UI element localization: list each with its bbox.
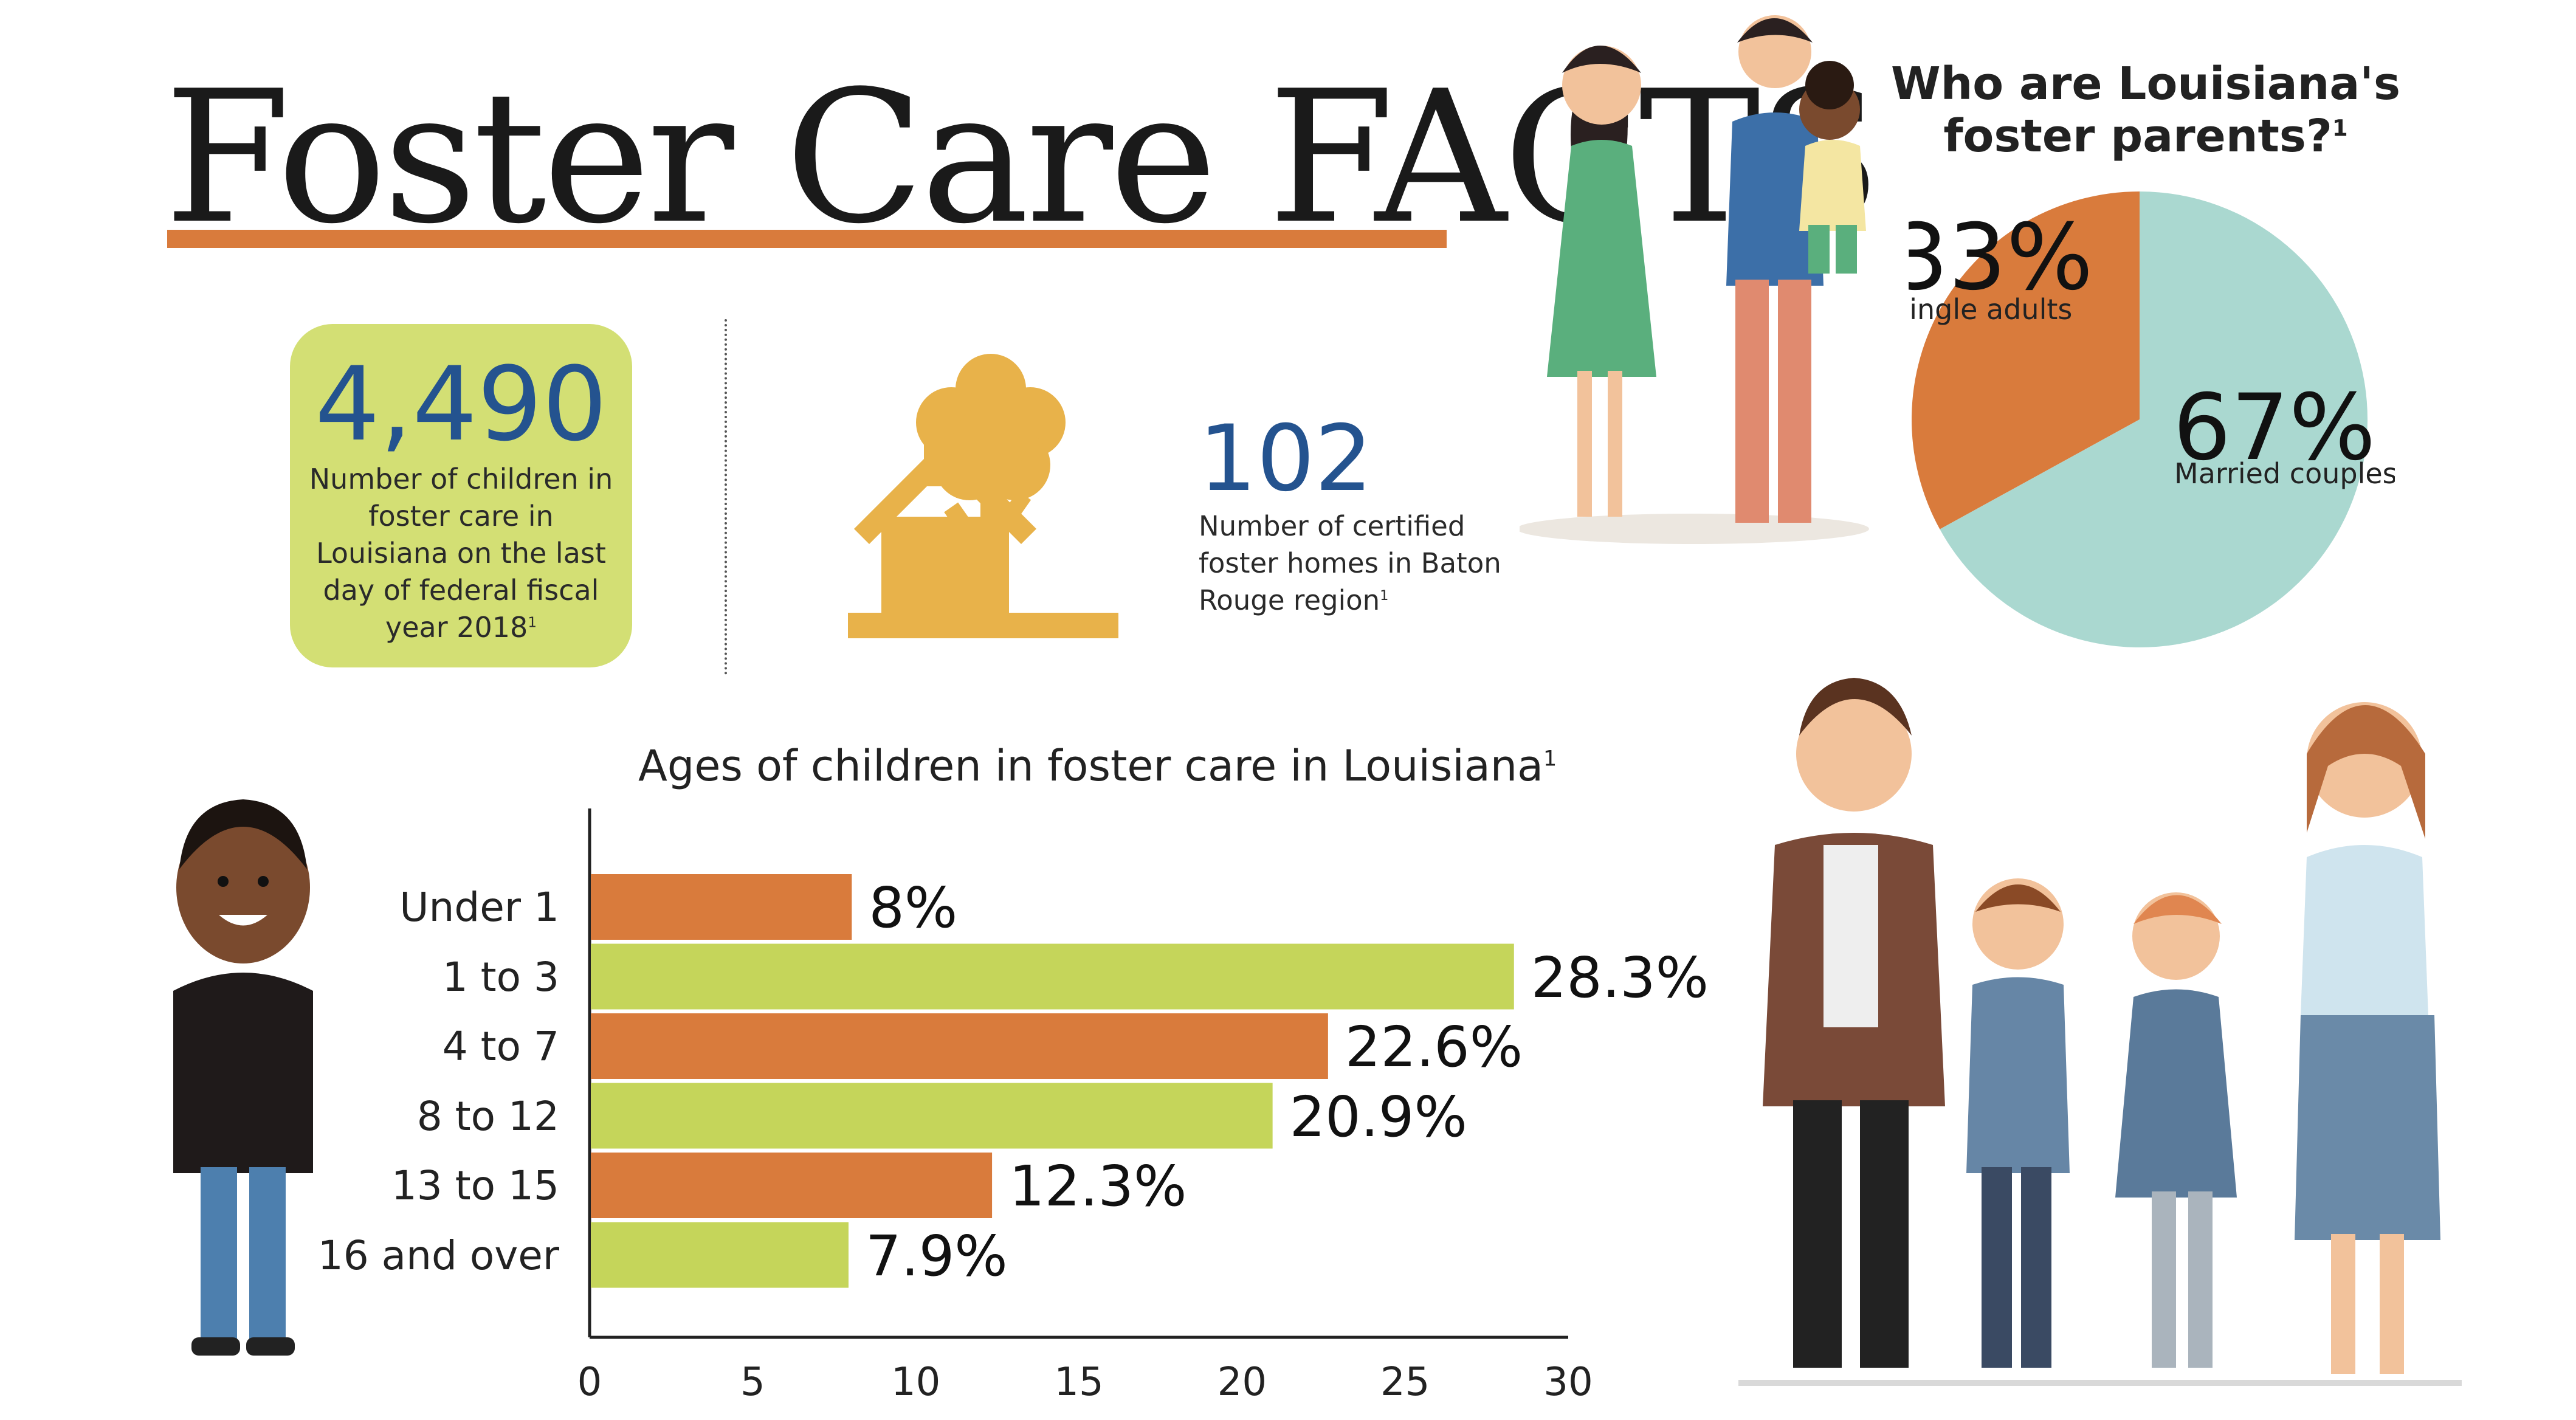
bar-16-and-over (591, 1222, 849, 1288)
pie-chart-title-text: Who are Louisiana's foster parents? (1891, 58, 2400, 162)
bar-value-label: 20.9% (1289, 1084, 1467, 1149)
boy-illustration (173, 799, 313, 1356)
x-tick-label: 30 (1543, 1360, 1593, 1405)
bar-value-label: 12.3% (1009, 1154, 1187, 1219)
dotted-divider (725, 319, 727, 675)
pie-slice-married-couples (1940, 191, 2368, 647)
bar-chart-title-text: Ages of children in foster care in Louis… (638, 741, 1543, 791)
pie-value-label: 33% (1909, 205, 2093, 311)
bar-8-to-12 (591, 1083, 1273, 1149)
title-underline (167, 230, 1447, 248)
house-tree-icon (848, 354, 1118, 638)
family-group-illustration (1738, 678, 2462, 1386)
x-tick-label: 0 (577, 1360, 602, 1405)
bar-value-label: 7.9% (865, 1223, 1008, 1289)
pie-category-label: Married couples (2174, 457, 2395, 490)
x-tick-label: 5 (740, 1360, 765, 1405)
footnote-marker: 1 (528, 615, 537, 631)
pie-category-label: Single adults (1909, 293, 2072, 326)
foster-homes-description: Number of certified foster homes in Bato… (1199, 508, 1527, 619)
children-count-description: Number of children in foster care in Lou… (305, 461, 617, 646)
pie-value-label: 67% (2173, 375, 2375, 481)
bar-1-to-3 (591, 943, 1514, 1010)
bar-chart-title: Ages of children in foster care in Louis… (638, 745, 1557, 787)
footnote-marker: 1 (1380, 588, 1389, 604)
foster-parents-pie-chart: 33%Single adults 67%Married couples (1909, 191, 2395, 647)
children-count-card: 4,490 Number of children in foster care … (290, 324, 632, 667)
x-tick-label: 25 (1380, 1360, 1430, 1405)
children-count-number: 4,490 (315, 345, 607, 464)
bar-value-label: 22.6% (1345, 1015, 1523, 1080)
pie-slice-single-adults (1912, 191, 2140, 529)
x-tick-label: 15 (1054, 1360, 1104, 1405)
bar-value-label: 8% (869, 875, 958, 940)
bar-4-to-7 (591, 1013, 1328, 1079)
footnote-marker: 1 (1543, 746, 1557, 771)
bar-under-1 (591, 874, 852, 940)
bar-13-to-15 (591, 1153, 993, 1218)
x-tick-label: 20 (1217, 1360, 1267, 1405)
children-count-text: Number of children in foster care in Lou… (309, 463, 613, 644)
foster-homes-text: Number of certified foster homes in Bato… (1199, 510, 1501, 616)
foster-homes-number: 102 (1199, 406, 1373, 512)
bar-value-label: 28.3% (1531, 945, 1709, 1010)
footnote-marker: 1 (2332, 115, 2348, 142)
pie-chart-title: Who are Louisiana's foster parents?1 (1854, 58, 2437, 162)
family-illustration (1520, 15, 1869, 544)
x-tick-label: 10 (890, 1360, 941, 1405)
